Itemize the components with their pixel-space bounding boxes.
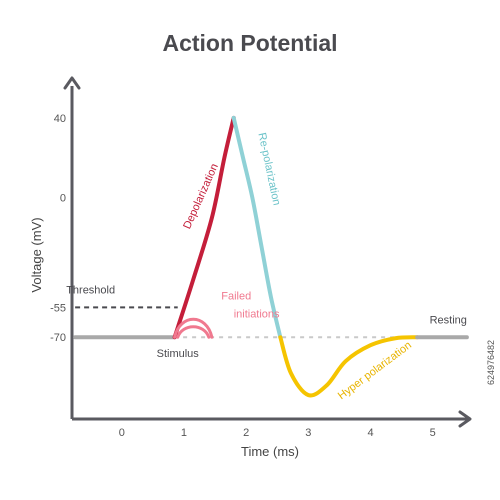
- x-tick-label: 1: [181, 427, 187, 439]
- annotation-resting: Resting: [430, 314, 467, 326]
- y-tick-label: -70: [50, 332, 66, 344]
- x-tick-label: 5: [430, 427, 436, 439]
- failed-initiation-arc: [173, 318, 214, 339]
- series-line-hyper-polarization: [278, 335, 420, 398]
- chart-title: Action Potential: [162, 30, 337, 56]
- annotation-re-polarization: Re-polarization: [255, 132, 282, 207]
- x-tick-label: 3: [305, 427, 311, 439]
- annotation-failed: Failed: [221, 290, 251, 302]
- x-tick-label: 0: [119, 427, 125, 439]
- annotation-initiations: initiations: [234, 308, 280, 320]
- y-axis-arrow: [63, 76, 81, 90]
- series-line-depolarization: [172, 115, 236, 340]
- x-tick-label: 4: [367, 427, 373, 439]
- x-axis-label: Time (ms): [241, 444, 299, 459]
- y-tick-label: -55: [50, 302, 66, 314]
- series-line-re-polarization: [231, 115, 283, 340]
- y-tick-label: 40: [54, 113, 66, 125]
- annotation-threshold: Threshold: [66, 284, 115, 296]
- y-axis-label: Voltage (mV): [29, 217, 44, 292]
- annotation-stimulus: Stimulus: [157, 348, 200, 360]
- watermark-id: 624976482: [486, 339, 496, 385]
- y-tick-label: 0: [60, 193, 66, 205]
- x-tick-label: 2: [243, 427, 249, 439]
- x-axis-arrow: [458, 410, 472, 428]
- plot-area: 0 1 2 3 4 5 40 0 -55 -70 Threshold Resting Stimulus F…: [50, 76, 472, 439]
- failed-initiation-arc: [176, 325, 211, 339]
- annotation-hyper-polarization: Hyper polarization: [336, 339, 414, 402]
